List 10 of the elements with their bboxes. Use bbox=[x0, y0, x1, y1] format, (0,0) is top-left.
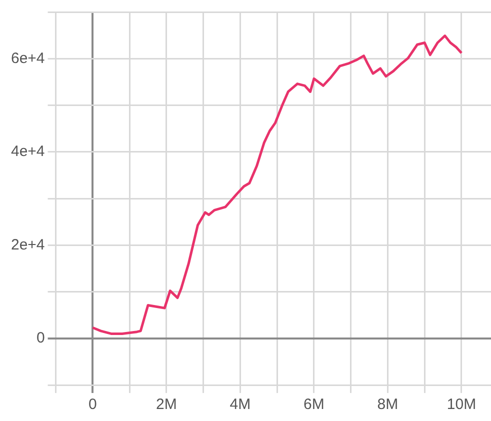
y-tick-label: 2e+4 bbox=[10, 236, 45, 254]
x-tick-label: 4M bbox=[230, 396, 251, 414]
y-tick-label: 0 bbox=[36, 330, 45, 347]
y-tick-label: 6e+4 bbox=[10, 50, 45, 67]
x-tick-label: 10M bbox=[446, 396, 476, 414]
x-tick-label: 6M bbox=[304, 396, 324, 414]
y-tick-label: 4e+4 bbox=[10, 143, 45, 160]
x-tick-label: 0 bbox=[88, 396, 97, 414]
x-tick-label: 8M bbox=[377, 396, 398, 414]
x-tick-label: 2M bbox=[156, 396, 177, 414]
